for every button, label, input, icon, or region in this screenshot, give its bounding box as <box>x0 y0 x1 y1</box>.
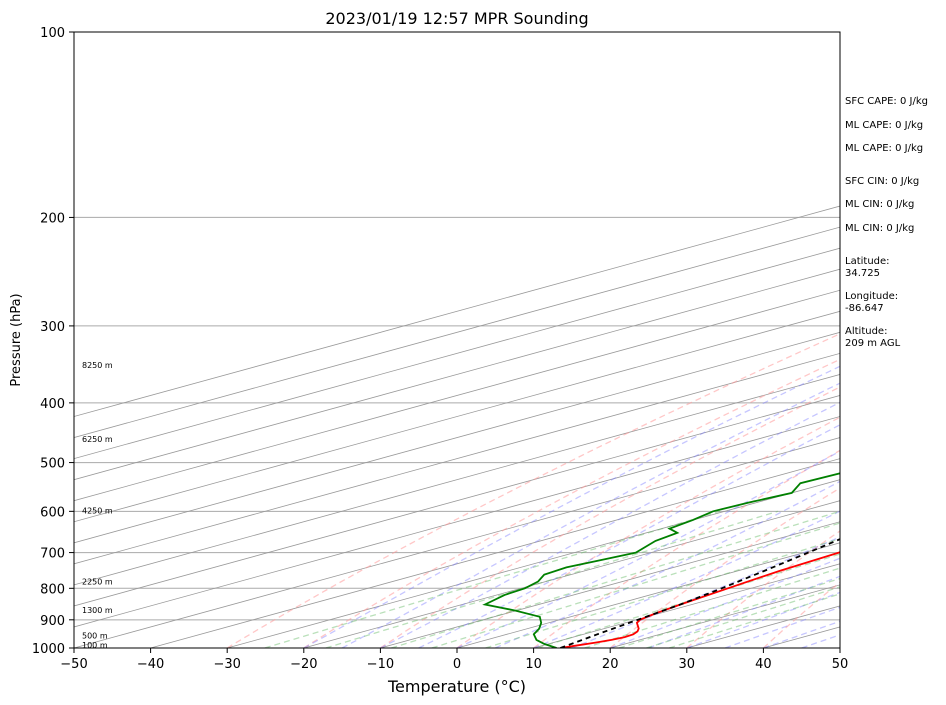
chart-title: 2023/01/19 12:57 MPR Sounding <box>325 9 588 28</box>
y-tick-label: 600 <box>40 505 65 520</box>
height-label: 6250 m <box>82 435 113 444</box>
moist-adiabat <box>341 382 840 648</box>
mixing-ratio-line <box>669 593 840 648</box>
stat-line: Longitude: <box>845 291 898 302</box>
stat-line: -86.647 <box>845 303 884 314</box>
dry-adiabat <box>380 386 840 648</box>
y-tick-label: 300 <box>40 320 65 335</box>
moist-adiabat <box>686 591 840 648</box>
data-lines <box>482 472 840 648</box>
isotherm <box>74 289 840 502</box>
height-label: 100 m <box>82 641 108 650</box>
y-tick-label: 800 <box>40 582 65 597</box>
stat-line: Latitude: <box>845 256 890 267</box>
stat-line: SFC CAPE: 0 J/kg <box>845 96 928 107</box>
isotherm <box>74 247 840 460</box>
isotherm <box>303 500 840 648</box>
x-tick-label: 20 <box>602 657 619 672</box>
mixing-ratio-line <box>646 586 840 648</box>
background-lines <box>74 32 840 648</box>
y-tick-label: 900 <box>40 614 65 629</box>
dry-adiabat <box>303 358 840 648</box>
x-tick-label: −20 <box>290 657 317 672</box>
dewpoint-profile <box>482 472 840 648</box>
isotherm <box>74 226 840 438</box>
stat-line: 209 m AGL <box>845 338 901 349</box>
dry-adiabat <box>609 487 840 648</box>
height-label: 500 m <box>82 632 108 641</box>
isotherm <box>74 395 840 607</box>
height-label: 2250 m <box>82 578 113 587</box>
stat-line: SFC CIN: 0 J/kg <box>845 176 919 187</box>
y-tick-label: 500 <box>40 457 65 472</box>
isotherm <box>380 521 840 648</box>
y-tick-label: 100 <box>40 26 65 41</box>
isotherm <box>74 331 840 544</box>
isotherm <box>150 458 840 648</box>
stat-line: ML CIN: 0 J/kg <box>845 199 914 210</box>
moist-adiabat <box>418 424 840 648</box>
x-tick-label: −30 <box>213 657 240 672</box>
mixing-ratio-line <box>325 510 778 648</box>
x-tick-label: 50 <box>832 657 849 672</box>
x-tick-label: −50 <box>60 657 87 672</box>
dry-adiabat <box>533 449 840 648</box>
x-tick-label: −40 <box>137 657 164 672</box>
x-tick-label: 10 <box>525 657 542 672</box>
moist-adiabat <box>495 480 840 648</box>
isotherm <box>74 205 840 417</box>
x-axis: −50 −40 −30 −20 −10 0 10 20 30 40 50 <box>60 648 848 672</box>
x-tick-label: 30 <box>679 657 696 672</box>
stats-panel: SFC CAPE: 0 J/kg ML CAPE: 0 J/kg ML CAPE: … <box>845 96 928 349</box>
stat-line: Altitude: <box>845 326 887 337</box>
y-tick-label: 700 <box>40 547 65 562</box>
isotherm <box>456 542 840 648</box>
x-axis-label: Temperature (°C) <box>387 677 526 696</box>
dry-adiabat <box>226 333 840 648</box>
height-label: 4250 m <box>82 506 113 515</box>
y-tick-label: 400 <box>40 397 65 412</box>
mixing-ratio-line <box>391 510 840 648</box>
stat-line: ML CIN: 0 J/kg <box>845 223 914 234</box>
dry-adiabat <box>762 581 840 648</box>
stat-line: 34.725 <box>845 268 880 279</box>
isotherm <box>74 416 840 628</box>
moist-adiabat <box>456 450 840 648</box>
mixing-ratio-line <box>431 522 840 648</box>
isotherm <box>74 352 840 565</box>
mixing-ratio-line <box>584 567 840 648</box>
moist-adiabat <box>303 365 840 648</box>
isotherm <box>74 268 840 481</box>
x-tick-label: −10 <box>367 657 394 672</box>
mixing-ratio-line <box>264 510 721 648</box>
isotherm <box>74 437 840 648</box>
x-tick-label: 0 <box>453 657 461 672</box>
stat-line: ML CAPE: 0 J/kg <box>845 120 923 131</box>
y-axis: 100 200 300 400 500 600 700 800 900 1000 <box>32 26 74 657</box>
x-tick-label: 40 <box>755 657 772 672</box>
moist-adiabat <box>380 401 840 648</box>
isotherm <box>74 310 840 523</box>
height-label: 1300 m <box>82 606 113 615</box>
isotherm <box>227 479 840 648</box>
stat-line: ML CAPE: 0 J/kg <box>845 143 923 154</box>
y-tick-label: 200 <box>40 211 65 226</box>
moist-adiabat <box>724 606 840 648</box>
mixing-ratio-line <box>485 537 840 648</box>
height-label: 8250 m <box>82 361 113 370</box>
isotherm <box>74 374 840 586</box>
mixing-ratio-line <box>618 577 840 648</box>
y-axis-label: Pressure (hPa) <box>9 293 24 386</box>
y-tick-label: 1000 <box>32 642 65 657</box>
